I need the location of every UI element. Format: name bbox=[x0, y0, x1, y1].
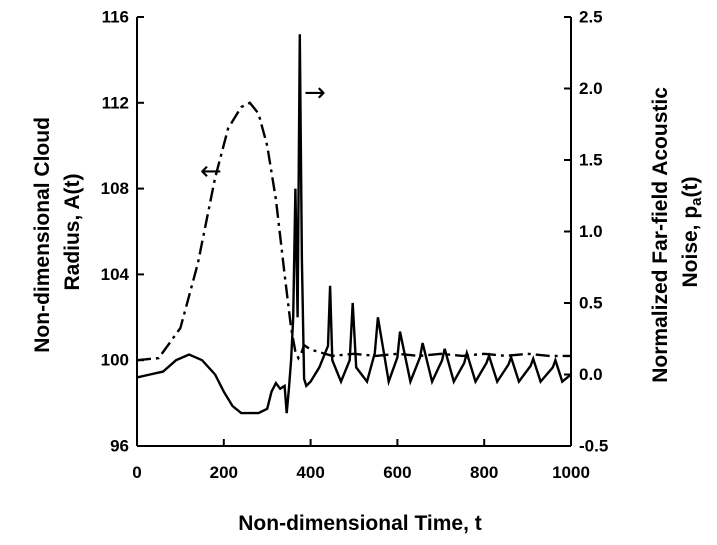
left-axis-title-line-2: Radius, A(t) bbox=[61, 173, 84, 290]
right-tick-label: 2.0 bbox=[579, 79, 603, 98]
right-tick-label: 0.5 bbox=[579, 294, 603, 313]
left-tick-label: 108 bbox=[101, 179, 129, 198]
right-axis-title-line-2: Noise, pa(t) bbox=[679, 176, 705, 287]
x-axis-title: Non-dimensional Time, t bbox=[238, 512, 481, 535]
arrow-to-right-axis: → bbox=[304, 78, 326, 108]
left-tick-label: 100 bbox=[101, 351, 129, 370]
left-axis-title-line-1: Non-dimensional Cloud bbox=[31, 117, 54, 353]
x-tick-label: 0 bbox=[132, 463, 141, 482]
left-tick-label: 112 bbox=[102, 93, 129, 112]
right-axis-title-line-1: Normalized Far-field Acoustic bbox=[649, 87, 672, 383]
right-axis-title: Normalized Far-field Acoustic Noise, pa(… bbox=[649, 81, 705, 382]
left-tick-label: 96 bbox=[110, 437, 129, 456]
series-acoustic-noise-line bbox=[136, 34, 572, 415]
left-tick-label: 104 bbox=[101, 265, 130, 284]
left-axis-title: Non-dimensional Cloud Radius, A(t) bbox=[31, 111, 84, 353]
right-tick-label: 1.5 bbox=[579, 151, 603, 170]
right-tick-label: -0.5 bbox=[579, 437, 608, 456]
right-tick-label: 1.0 bbox=[579, 222, 603, 241]
left-tick-label: 116 bbox=[102, 8, 129, 27]
x-axis-ticks: 0 200 400 600 800 1000 bbox=[132, 439, 590, 482]
x-tick-label: 800 bbox=[470, 463, 498, 482]
x-tick-label: 1000 bbox=[552, 463, 590, 482]
x-tick-label: 400 bbox=[296, 463, 324, 482]
right-axis-title-noise: Noise, p bbox=[679, 206, 702, 288]
right-tick-label: 0.0 bbox=[579, 365, 603, 384]
x-tick-label: 200 bbox=[210, 463, 238, 482]
right-axis-ticks: -0.5 0.0 0.5 1.0 1.5 2.0 2.5 bbox=[564, 8, 608, 456]
x-tick-label: 600 bbox=[383, 463, 411, 482]
right-axis-title-subscript: a bbox=[688, 197, 705, 206]
right-tick-label: 2.5 bbox=[579, 8, 603, 27]
left-axis-ticks: 96 100 104 108 112 116 bbox=[101, 8, 144, 456]
right-axis-title-suffix: (t) bbox=[679, 176, 702, 197]
arrow-to-left-axis: ← bbox=[200, 156, 222, 186]
